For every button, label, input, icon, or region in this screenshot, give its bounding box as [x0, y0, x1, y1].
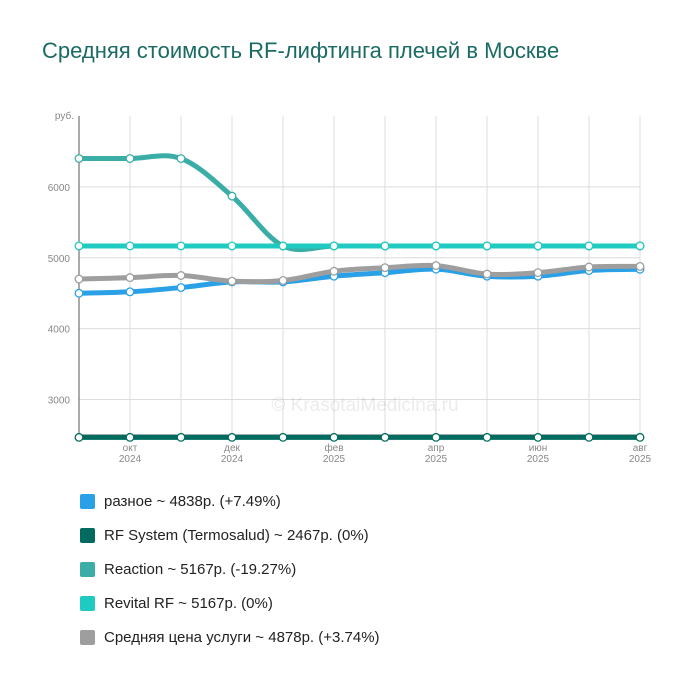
x-tick-label-month: июн [529, 443, 548, 454]
data-point [329, 266, 339, 276]
data-point [482, 269, 492, 279]
legend-label: Средняя цена услуги ~ 4878р. (+3.74%) [104, 628, 380, 646]
data-point [329, 432, 339, 442]
data-point [431, 432, 441, 442]
data-point [227, 276, 237, 286]
x-tick-label-month: авг [633, 443, 648, 454]
data-point [533, 241, 543, 251]
x-tick-label-year: 2025 [425, 454, 448, 465]
x-tick-label-year: 2025 [527, 454, 550, 465]
data-point [533, 268, 543, 278]
data-point [74, 288, 84, 298]
series-line [76, 153, 643, 253]
legend-label: Revital RF ~ 5167р. (0%) [104, 594, 273, 612]
legend-label: разное ~ 4838р. (+7.49%) [104, 492, 281, 510]
data-point [176, 271, 186, 280]
data-point [125, 154, 135, 163]
legend-item[interactable]: Reaction ~ 5167р. (-19.27%) [80, 552, 380, 586]
data-point [176, 432, 186, 442]
data-point [635, 432, 645, 442]
data-point [74, 154, 84, 163]
legend-item[interactable]: RF System (Termosalud) ~ 2467р. (0%) [80, 518, 380, 552]
legend: разное ~ 4838р. (+7.49%) RF System (Termo… [80, 484, 380, 654]
chart-plot: 3000400050006000руб.окт2024дек2024фев202… [48, 110, 652, 465]
x-tick-label-month: апр [428, 443, 445, 454]
data-point [584, 262, 594, 272]
x-tick-label-year: 2025 [629, 454, 652, 465]
x-tick-label-year: 2024 [119, 454, 142, 465]
legend-item[interactable]: Revital RF ~ 5167р. (0%) [80, 586, 380, 620]
y-tick-label: 6000 [48, 183, 71, 194]
data-point [227, 191, 237, 201]
data-point [176, 283, 186, 293]
data-point [125, 432, 135, 442]
data-point [74, 432, 84, 442]
legend-swatch [80, 527, 95, 543]
watermark: © KrasotaiMedicina.ru [271, 395, 458, 416]
data-point [227, 432, 237, 442]
x-tick-label-year: 2024 [221, 454, 244, 465]
data-point [431, 261, 441, 271]
data-point [278, 241, 288, 251]
chart-title: Средняя стоимость RF-лифтинга плечей в М… [42, 38, 560, 63]
legend-swatch [80, 561, 95, 577]
data-point [278, 276, 288, 285]
data-point [176, 241, 186, 251]
legend-swatch [80, 629, 95, 645]
legend-label: RF System (Termosalud) ~ 2467р. (0%) [104, 526, 369, 544]
y-axis-unit: руб. [55, 110, 74, 122]
data-point [74, 274, 84, 284]
data-point [431, 241, 441, 251]
data-point [533, 432, 543, 442]
data-point [584, 432, 594, 442]
data-point [125, 273, 135, 283]
y-tick-label: 5000 [48, 254, 71, 265]
x-tick-label-month: дек [224, 443, 240, 454]
legend-swatch [80, 493, 95, 509]
data-point [584, 241, 594, 251]
x-tick-label-month: фев [324, 442, 343, 454]
data-point [380, 241, 390, 251]
data-point [482, 241, 492, 251]
data-point [176, 154, 186, 163]
data-point [329, 241, 339, 251]
legend-item[interactable]: Средняя цена услуги ~ 4878р. (+3.74%) [80, 620, 380, 654]
y-tick-label: 4000 [48, 325, 71, 336]
data-point [125, 241, 135, 251]
x-tick-label-month: окт [123, 443, 138, 454]
data-point [74, 241, 84, 251]
x-tick-label-year: 2025 [323, 454, 346, 465]
legend-swatch [80, 595, 95, 611]
data-point [635, 241, 645, 251]
data-point [125, 287, 135, 297]
legend-label: Reaction ~ 5167р. (-19.27%) [104, 560, 297, 578]
data-point [380, 263, 390, 273]
data-point [278, 432, 288, 442]
data-point [635, 261, 645, 271]
data-point [482, 432, 492, 442]
y-tick-label: 3000 [48, 396, 71, 407]
data-point [380, 432, 390, 442]
data-point [227, 241, 237, 251]
legend-item[interactable]: разное ~ 4838р. (+7.49%) [80, 484, 380, 518]
